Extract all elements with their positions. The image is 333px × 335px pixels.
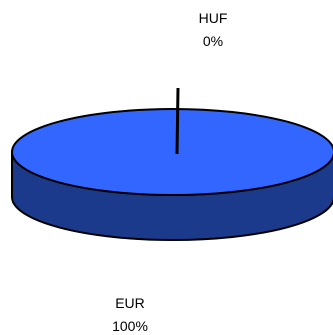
slice-label-huf-percent: 0% xyxy=(203,33,223,49)
slice-label-huf-name: HUF xyxy=(199,10,228,26)
pie-slice-huf xyxy=(175,87,180,155)
slice-label-eur-percent: 100% xyxy=(112,318,148,334)
slice-label-eur-name: EUR xyxy=(115,295,145,311)
pie-3d-body xyxy=(11,87,333,241)
pie-slice-eur xyxy=(11,108,333,196)
